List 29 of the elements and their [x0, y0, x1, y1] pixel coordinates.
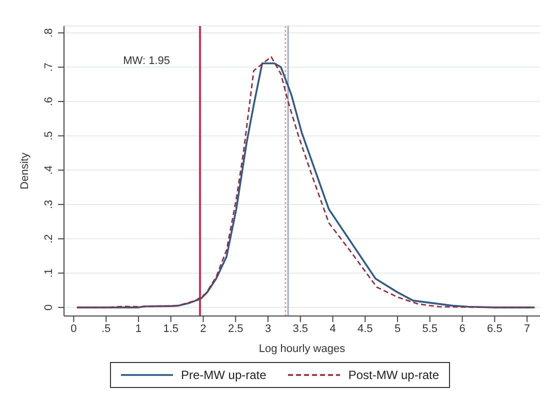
y-tick-label: .8 [43, 28, 55, 38]
x-tick-label: 6.5 [487, 322, 502, 335]
x-tick-label: 5.5 [422, 322, 438, 335]
y-tick-label: .6 [43, 96, 55, 106]
x-tick-label: 5 [394, 322, 401, 335]
x-tick-label: 1 [135, 322, 142, 335]
y-tick-label: .7 [43, 62, 55, 72]
x-tick-label: 7 [524, 322, 530, 335]
x-tick-label: 1.5 [163, 322, 179, 335]
legend-label: Pre-MW up-rate [180, 368, 266, 382]
x-tick-label: 4.5 [357, 322, 373, 335]
legend-label: Post-MW up-rate [347, 368, 440, 382]
y-tick-label: .4 [43, 166, 55, 175]
x-tick-label: 2.5 [228, 322, 244, 335]
y-tick-label: .2 [43, 234, 55, 244]
x-tick-label: 3 [264, 322, 272, 335]
y-tick-label: .5 [43, 131, 55, 140]
x-tick-label: 4 [330, 322, 336, 335]
x-tick-label: 0 [70, 322, 77, 335]
y-axis-title: Density [18, 152, 31, 190]
x-tick-label: 2 [200, 322, 206, 335]
y-tick-label: 0 [43, 304, 55, 310]
ref-line-label: MW: 1.95 [123, 55, 170, 67]
x-tick-label: .5 [102, 322, 111, 335]
x-tick-label: 6 [459, 322, 466, 335]
y-tick-label: .3 [43, 200, 55, 210]
x-axis-title: Log hourly wages [258, 343, 346, 355]
y-tick-label: .1 [43, 268, 55, 278]
x-tick-label: 3.5 [292, 322, 308, 335]
